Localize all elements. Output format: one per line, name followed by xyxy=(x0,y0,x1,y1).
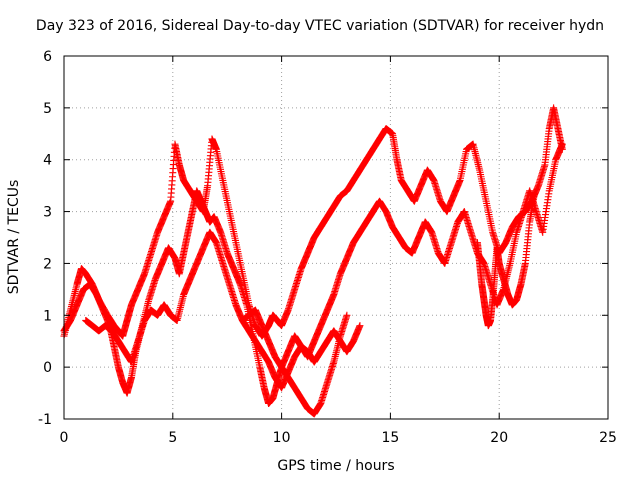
y-tick-label: 6 xyxy=(43,49,52,65)
x-tick-label: 25 xyxy=(599,430,617,446)
y-tick-label: 4 xyxy=(43,153,52,169)
x-tick-labels: 0 5 10 15 20 25 xyxy=(60,430,617,446)
data-points xyxy=(60,104,566,418)
grid-lines xyxy=(64,56,608,419)
x-tick-label: 0 xyxy=(60,430,69,446)
series-4 xyxy=(473,192,538,330)
y-axis-label: SDTVAR / TECUs xyxy=(6,180,22,295)
data-point xyxy=(356,322,364,330)
series-1 xyxy=(60,140,566,407)
y-tick-label: -1 xyxy=(38,412,52,428)
axis-ticks xyxy=(63,55,609,420)
y-tick-labels: -1 0 1 2 3 4 5 6 xyxy=(38,49,52,428)
y-tick-label: 1 xyxy=(43,308,52,324)
data-point xyxy=(558,140,566,148)
data-point xyxy=(343,311,351,319)
y-tick-label: 2 xyxy=(43,256,52,272)
series-3 xyxy=(238,306,351,418)
x-tick-label: 10 xyxy=(273,430,291,446)
y-tick-label: 0 xyxy=(43,360,52,376)
y-tick-label: 3 xyxy=(43,205,52,221)
data-point xyxy=(530,192,538,200)
plot-frame xyxy=(63,55,609,420)
x-tick-label: 20 xyxy=(490,430,508,446)
x-tick-label: 15 xyxy=(381,430,399,446)
x-axis-label: GPS time / hours xyxy=(277,458,394,474)
x-tick-label: 5 xyxy=(168,430,177,446)
chart-title: Day 323 of 2016, Sidereal Day-to-day VTE… xyxy=(36,18,604,34)
y-tick-label: 5 xyxy=(43,101,52,117)
